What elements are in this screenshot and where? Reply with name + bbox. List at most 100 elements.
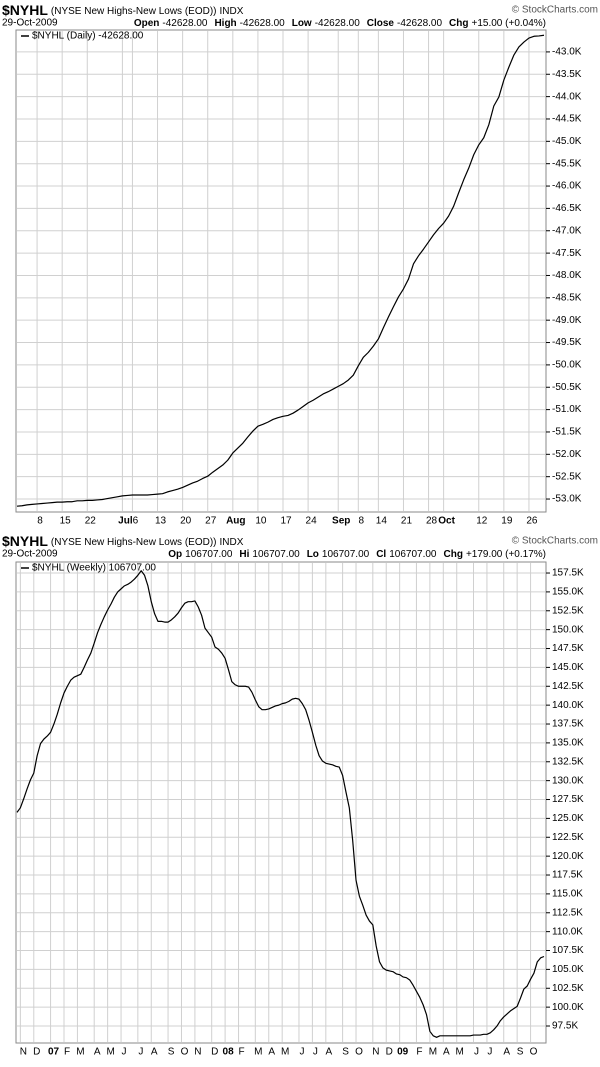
- y-tick-label: -49.0K: [552, 315, 582, 326]
- plot-area: [15, 561, 547, 1044]
- x-tick-label: A: [268, 1047, 275, 1058]
- x-tick-label: Jul: [118, 516, 133, 527]
- exchange: INDX: [220, 537, 244, 548]
- x-tick-label: J: [474, 1047, 479, 1058]
- x-tick-label: D: [211, 1047, 218, 1058]
- y-tick-label: -47.0K: [552, 225, 582, 236]
- quote-value: 106707.00: [389, 549, 437, 560]
- chart-title: $NYHL: [2, 2, 48, 18]
- x-tick-label: J: [138, 1047, 143, 1058]
- y-tick-label: 137.5K: [552, 719, 584, 730]
- x-tick-label: S: [168, 1047, 175, 1058]
- quote-value: -42628.00: [397, 18, 442, 29]
- y-tick-label: 120.0K: [552, 851, 584, 862]
- y-tick-label: -44.5K: [552, 114, 582, 125]
- y-tick-label: 152.5K: [552, 605, 584, 616]
- y-tick-label: -46.5K: [552, 203, 582, 214]
- y-tick-label: -43.0K: [552, 47, 582, 58]
- y-tick-label: -51.0K: [552, 404, 582, 415]
- quote-label: Close: [367, 18, 395, 29]
- x-tick-label: 28: [426, 516, 438, 527]
- x-tick-label: 13: [155, 516, 167, 527]
- x-tick-label: 8: [359, 516, 365, 527]
- y-tick-label: -51.5K: [552, 427, 582, 438]
- y-tick-label: -50.0K: [552, 360, 582, 371]
- quote-value: 106707.00: [185, 549, 233, 560]
- x-tick-label: D: [33, 1047, 40, 1058]
- x-tick-label: F: [64, 1047, 70, 1058]
- x-tick-label: A: [94, 1047, 101, 1058]
- y-tick-label: -43.5K: [552, 69, 582, 80]
- y-tick-label: -44.0K: [552, 91, 582, 102]
- y-tick-label: 132.5K: [552, 756, 584, 767]
- x-tick-label: 22: [85, 516, 97, 527]
- quote-value: -42628.00: [315, 18, 360, 29]
- x-tick-label: J: [299, 1047, 304, 1058]
- x-tick-label: O: [355, 1047, 363, 1058]
- y-tick-label: 112.5K: [552, 907, 583, 918]
- y-tick-label: 140.0K: [552, 700, 584, 711]
- quote-label: Hi: [239, 549, 249, 560]
- y-tick-label: 130.0K: [552, 775, 584, 786]
- x-tick-label: 09: [397, 1047, 409, 1058]
- x-tick-label: A: [325, 1047, 332, 1058]
- x-tick-label: N: [20, 1047, 27, 1058]
- series-line: [16, 34, 545, 507]
- quote-label: Open: [134, 18, 160, 29]
- x-tick-label: 12: [476, 516, 488, 527]
- x-tick-label: A: [151, 1047, 158, 1058]
- y-tick-label: -49.5K: [552, 337, 582, 348]
- legend-label: $NYHL (Weekly) 106707.00: [32, 563, 156, 574]
- x-tick-label: 10: [255, 516, 267, 527]
- quote-label: High: [214, 18, 236, 29]
- quote-label: Op: [168, 549, 182, 560]
- y-tick-label: 100.0K: [552, 1002, 584, 1013]
- source: © StockCharts.com: [512, 536, 598, 547]
- date: 29-Oct-2009: [2, 549, 58, 560]
- exchange: INDX: [220, 6, 244, 17]
- x-tick-label: 15: [60, 516, 72, 527]
- x-tick-label: O: [530, 1047, 538, 1058]
- quote-label: Lo: [307, 549, 319, 560]
- x-tick-label: S: [342, 1047, 349, 1058]
- series-line: [16, 570, 545, 1038]
- y-tick-label: 102.5K: [552, 983, 584, 994]
- x-tick-label: 6: [133, 516, 139, 527]
- x-tick-label: Sep: [332, 516, 350, 527]
- y-tick-label: 107.5K: [552, 945, 584, 956]
- quote-label: Low: [292, 18, 312, 29]
- chart-subtitle: (NYSE New Highs-New Lows (EOD)): [51, 537, 217, 548]
- y-tick-label: 150.0K: [552, 624, 584, 635]
- y-tick-label: -52.5K: [552, 471, 582, 482]
- chart-title: $NYHL: [2, 533, 48, 549]
- x-tick-label: 24: [306, 516, 318, 527]
- quote-value: +179.00 (+0.17%): [466, 549, 546, 560]
- quote-label: Chg: [449, 18, 468, 29]
- quote: Open -42628.00 High -42628.00 Low -42628.00 Cl…: [134, 18, 546, 29]
- x-tick-label: 21: [401, 516, 413, 527]
- x-tick-label: N: [372, 1047, 379, 1058]
- x-tick-label: S: [517, 1047, 524, 1058]
- x-tick-label: Oct: [438, 516, 455, 527]
- x-tick-label: M: [76, 1047, 84, 1058]
- x-tick-label: F: [416, 1047, 422, 1058]
- y-tick-label: -47.5K: [552, 248, 582, 259]
- y-tick-label: 142.5K: [552, 681, 584, 692]
- x-tick-label: J: [487, 1047, 492, 1058]
- quote-value: +15.00 (+0.04%): [472, 18, 547, 29]
- y-tick-label: -48.5K: [552, 292, 582, 303]
- x-tick-label: M: [254, 1047, 262, 1058]
- x-tick-label: 19: [501, 516, 513, 527]
- x-tick-label: J: [122, 1047, 127, 1058]
- x-tick-label: N: [194, 1047, 201, 1058]
- source: © StockCharts.com: [512, 5, 598, 16]
- chart-header: $NYHL (NYSE New Highs-New Lows (EOD)) INDX: [2, 2, 244, 18]
- y-tick-label: 105.0K: [552, 964, 584, 975]
- y-tick-label: -50.5K: [552, 382, 582, 393]
- y-tick-label: -46.0K: [552, 181, 582, 192]
- y-tick-label: 117.5K: [552, 870, 583, 881]
- y-tick-label: 145.0K: [552, 662, 584, 673]
- chart: $NYHL (NYSE New Highs-New Lows (EOD)) INDX…: [2, 533, 598, 1058]
- x-tick-label: 07: [48, 1047, 60, 1058]
